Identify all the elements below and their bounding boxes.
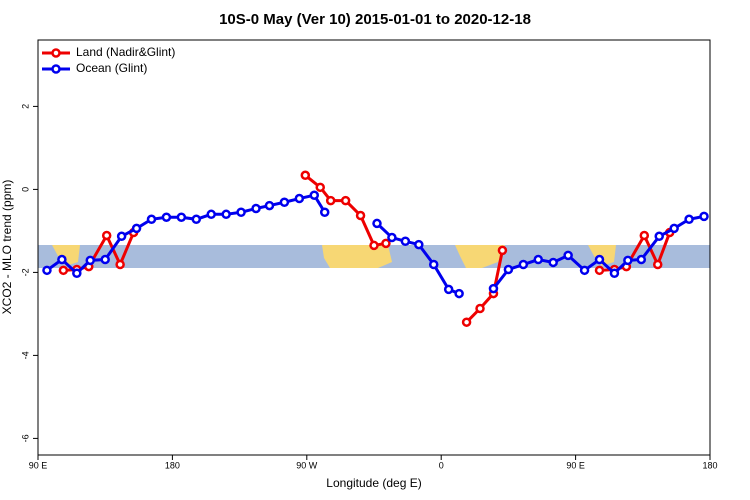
- data-point: [294, 193, 305, 204]
- data-point: [146, 214, 157, 225]
- data-point: [623, 255, 633, 266]
- x-tick-label: 180: [165, 460, 180, 470]
- data-point: [594, 265, 605, 276]
- data-point: [191, 214, 202, 225]
- data-point: [548, 257, 558, 268]
- data-point: [454, 288, 464, 299]
- data-point: [251, 203, 261, 214]
- legend-label: Land (Nadir&Glint): [76, 45, 175, 59]
- y-tick-label: -2: [20, 268, 30, 276]
- data-point: [319, 207, 330, 217]
- data-point: [85, 255, 96, 266]
- y-tick-label: 2: [20, 104, 30, 109]
- data-point: [131, 223, 142, 234]
- x-tick-label: 0: [439, 460, 444, 470]
- data-point: [636, 254, 647, 265]
- data-point: [116, 231, 127, 242]
- data-point: [699, 211, 709, 222]
- legend-marker: [51, 64, 61, 74]
- data-point: [381, 238, 391, 249]
- data-point: [72, 268, 82, 278]
- data-point: [652, 259, 663, 270]
- data-point: [669, 223, 679, 234]
- data-point: [579, 265, 590, 276]
- x-tick-label: 180: [702, 460, 717, 470]
- data-point: [488, 283, 499, 294]
- data-point: [428, 259, 439, 270]
- data-point: [101, 230, 112, 241]
- data-point: [387, 232, 397, 243]
- data-point: [497, 245, 508, 256]
- data-point: [176, 212, 187, 222]
- legend-label: Ocean (Glint): [76, 61, 147, 75]
- data-point: [221, 209, 231, 220]
- data-point: [372, 218, 382, 229]
- legend-marker: [51, 48, 61, 58]
- data-point: [58, 265, 69, 276]
- legend: Land (Nadir&Glint) Ocean (Glint): [42, 45, 175, 75]
- data-point: [503, 264, 514, 275]
- data-point: [300, 170, 311, 181]
- data-point: [563, 250, 573, 261]
- data-point: [639, 230, 650, 241]
- chart-title: 10S-0 May (Ver 10) 2015-01-01 to 2020-12…: [219, 11, 531, 28]
- y-axis-label: XCO2 - MLO trend (ppm): [0, 180, 14, 315]
- y-tick-label: -6: [20, 434, 30, 442]
- data-point: [340, 195, 351, 206]
- data-point: [264, 200, 275, 211]
- data-point: [533, 254, 544, 265]
- data-point: [279, 197, 290, 208]
- data-point: [609, 268, 620, 278]
- data-point: [309, 190, 320, 200]
- data-point: [654, 231, 664, 242]
- data-point: [400, 236, 411, 247]
- y-tick-label: -4: [20, 351, 30, 359]
- data-point: [161, 212, 172, 222]
- data-point: [115, 259, 125, 270]
- data-point: [443, 284, 454, 295]
- data-point: [355, 210, 366, 221]
- x-axis-label: Longitude (deg E): [326, 476, 421, 490]
- data-point: [518, 259, 529, 270]
- data-point: [475, 303, 485, 314]
- y-tick-label: 0: [20, 187, 30, 192]
- x-tick-label: 90 W: [296, 460, 318, 470]
- data-point: [684, 214, 694, 225]
- data-point: [414, 239, 424, 250]
- x-tick-label: 90 E: [29, 460, 48, 470]
- data-point: [236, 207, 246, 217]
- data-point: [42, 265, 52, 276]
- data-point: [369, 240, 379, 251]
- data-point: [57, 254, 67, 265]
- data-point: [315, 182, 325, 193]
- data-point: [325, 195, 336, 206]
- data-point: [206, 209, 216, 220]
- data-point: [594, 254, 605, 265]
- plot-frame: [37, 39, 711, 456]
- data-point: [461, 317, 472, 327]
- x-tick-label: 90 E: [566, 460, 585, 470]
- data-point: [100, 254, 110, 265]
- plot-series: [42, 170, 709, 327]
